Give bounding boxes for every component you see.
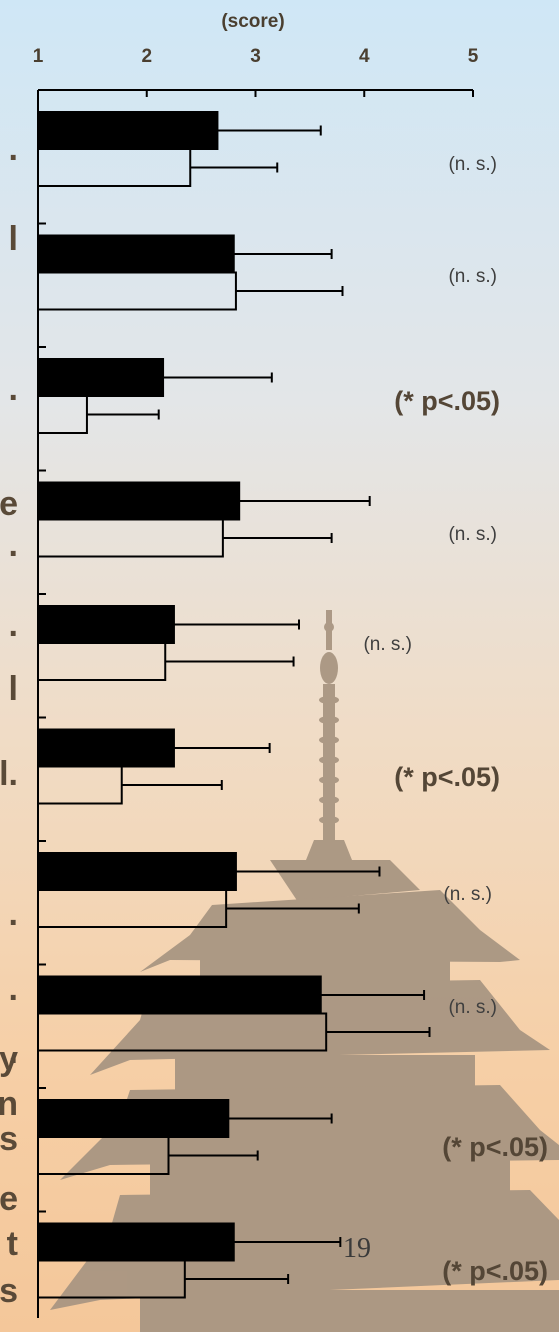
cropped-text-fragment: y	[0, 1040, 18, 1078]
cropped-text-fragment: s	[0, 1120, 18, 1158]
x-tick-label: 4	[359, 46, 370, 67]
bar-open	[37, 642, 167, 681]
bars	[37, 111, 431, 1299]
axes	[37, 89, 474, 1318]
bar-filled	[37, 358, 165, 397]
x-tick-label: 3	[250, 46, 261, 67]
page-number: 19	[343, 1233, 371, 1264]
bar-filled	[37, 852, 237, 891]
cropped-text-fragment: .	[9, 606, 18, 644]
bar-open	[37, 1012, 328, 1052]
significance-label: (* p<.05)	[394, 762, 500, 792]
bar-open	[37, 889, 228, 928]
cropped-text-fragment: l	[9, 220, 18, 258]
bar-open	[37, 1136, 170, 1175]
cropped-text-fragment: n	[0, 1085, 18, 1123]
significance-label: (* p<.05)	[394, 386, 500, 416]
ns-label: (n. s.)	[448, 524, 497, 545]
x-tick-label: 2	[141, 46, 152, 67]
bar-filled	[37, 605, 175, 644]
x-tick-labels: 1 2 3 4 5	[33, 46, 479, 67]
ns-label: (n. s.)	[448, 154, 497, 175]
bar-filled	[37, 1222, 235, 1262]
cropped-text-fragment: .	[9, 970, 18, 1008]
x-tick-label: 5	[468, 46, 479, 67]
cropped-text-fragment: .	[9, 1033, 18, 1071]
bar-filled	[37, 975, 322, 1015]
x-axis-title: (score)	[221, 11, 284, 32]
significance-label: (* p<.05)	[442, 1256, 548, 1286]
cropped-text-fragment: t	[7, 1225, 18, 1263]
bar-filled	[37, 111, 219, 150]
cropped-text-fragment: l	[9, 670, 18, 708]
cropped-text-fragment: l.	[0, 755, 18, 793]
bar-filled	[37, 728, 175, 768]
cropped-text-fragment: .	[9, 130, 18, 168]
bar-open	[37, 518, 224, 558]
ns-label: (n. s.)	[448, 266, 497, 287]
ns-label: (n. s.)	[448, 997, 497, 1018]
bar-open	[37, 765, 123, 805]
x-tick-label: 1	[33, 46, 44, 67]
significance-label: (* p<.05)	[442, 1132, 548, 1162]
cropped-text-fragment: .	[9, 526, 18, 564]
bar-filled	[37, 234, 235, 274]
bar-open	[37, 148, 192, 187]
bar-filled	[37, 481, 241, 521]
cropped-text-fragment: .	[9, 895, 18, 933]
cropped-text-fragment: .	[9, 370, 18, 408]
bar-open	[37, 395, 88, 434]
ns-label: (n. s.)	[443, 884, 492, 905]
significance-annotations: (n. s.) (n. s.) (* p<.05) (n. s.) (n. s.) (* …	[363, 154, 548, 1286]
bar-filled	[37, 1099, 230, 1138]
cropped-text-fragment: s	[0, 1272, 18, 1310]
bar-open	[37, 1259, 186, 1299]
cropped-text-fragment: e	[0, 1180, 18, 1218]
ns-label: (n. s.)	[363, 634, 412, 655]
bar-open	[37, 271, 237, 311]
cropped-text-fragment: e	[0, 485, 18, 523]
